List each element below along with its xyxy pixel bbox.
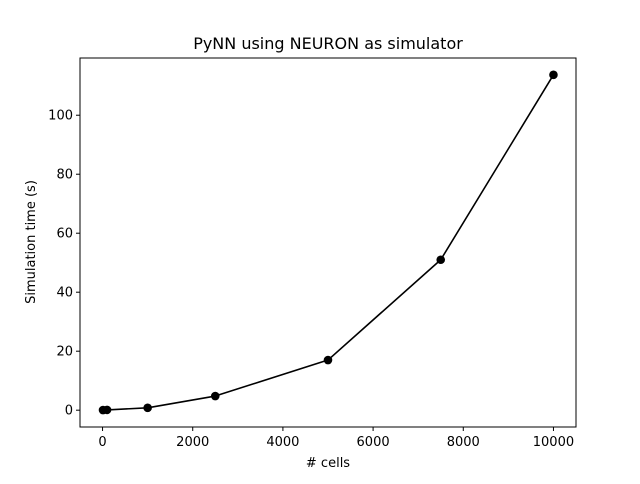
data-point-2 <box>143 403 152 413</box>
data-point-3 <box>210 391 220 401</box>
y-tick-label-1: 20 <box>56 345 73 360</box>
y-tick-label-2: 40 <box>56 286 73 301</box>
y-tick-label-3: 60 <box>56 227 73 242</box>
x-tick-label-2: 4000 <box>266 435 299 450</box>
y-tick-label-5: 100 <box>48 109 73 124</box>
axes-frame <box>79 57 577 428</box>
y-axis-label: Simulation time (s) <box>24 180 39 304</box>
x-tick-label-4: 8000 <box>447 435 480 450</box>
series-layer <box>98 70 558 415</box>
x-tick-label-0: 0 <box>98 435 106 450</box>
x-axis: 0 2000 4000 6000 8000 10000 <box>98 427 574 450</box>
plot-area <box>79 57 577 428</box>
y-axis: 0 20 40 60 80 100 <box>48 109 80 419</box>
data-point-1 <box>102 405 112 415</box>
y-tick-label-4: 80 <box>56 168 73 183</box>
x-tick-label-3: 6000 <box>357 435 390 450</box>
x-axis-label: # cells <box>306 456 350 471</box>
x-tick-label-5: 10000 <box>533 435 574 450</box>
data-point-4 <box>323 355 333 365</box>
data-point-6 <box>549 70 558 80</box>
data-point-5 <box>436 255 446 265</box>
y-tick-label-0: 0 <box>65 404 73 419</box>
chart-title: PyNN using NEURON as simulator <box>193 34 463 53</box>
x-tick-label-1: 2000 <box>176 435 209 450</box>
